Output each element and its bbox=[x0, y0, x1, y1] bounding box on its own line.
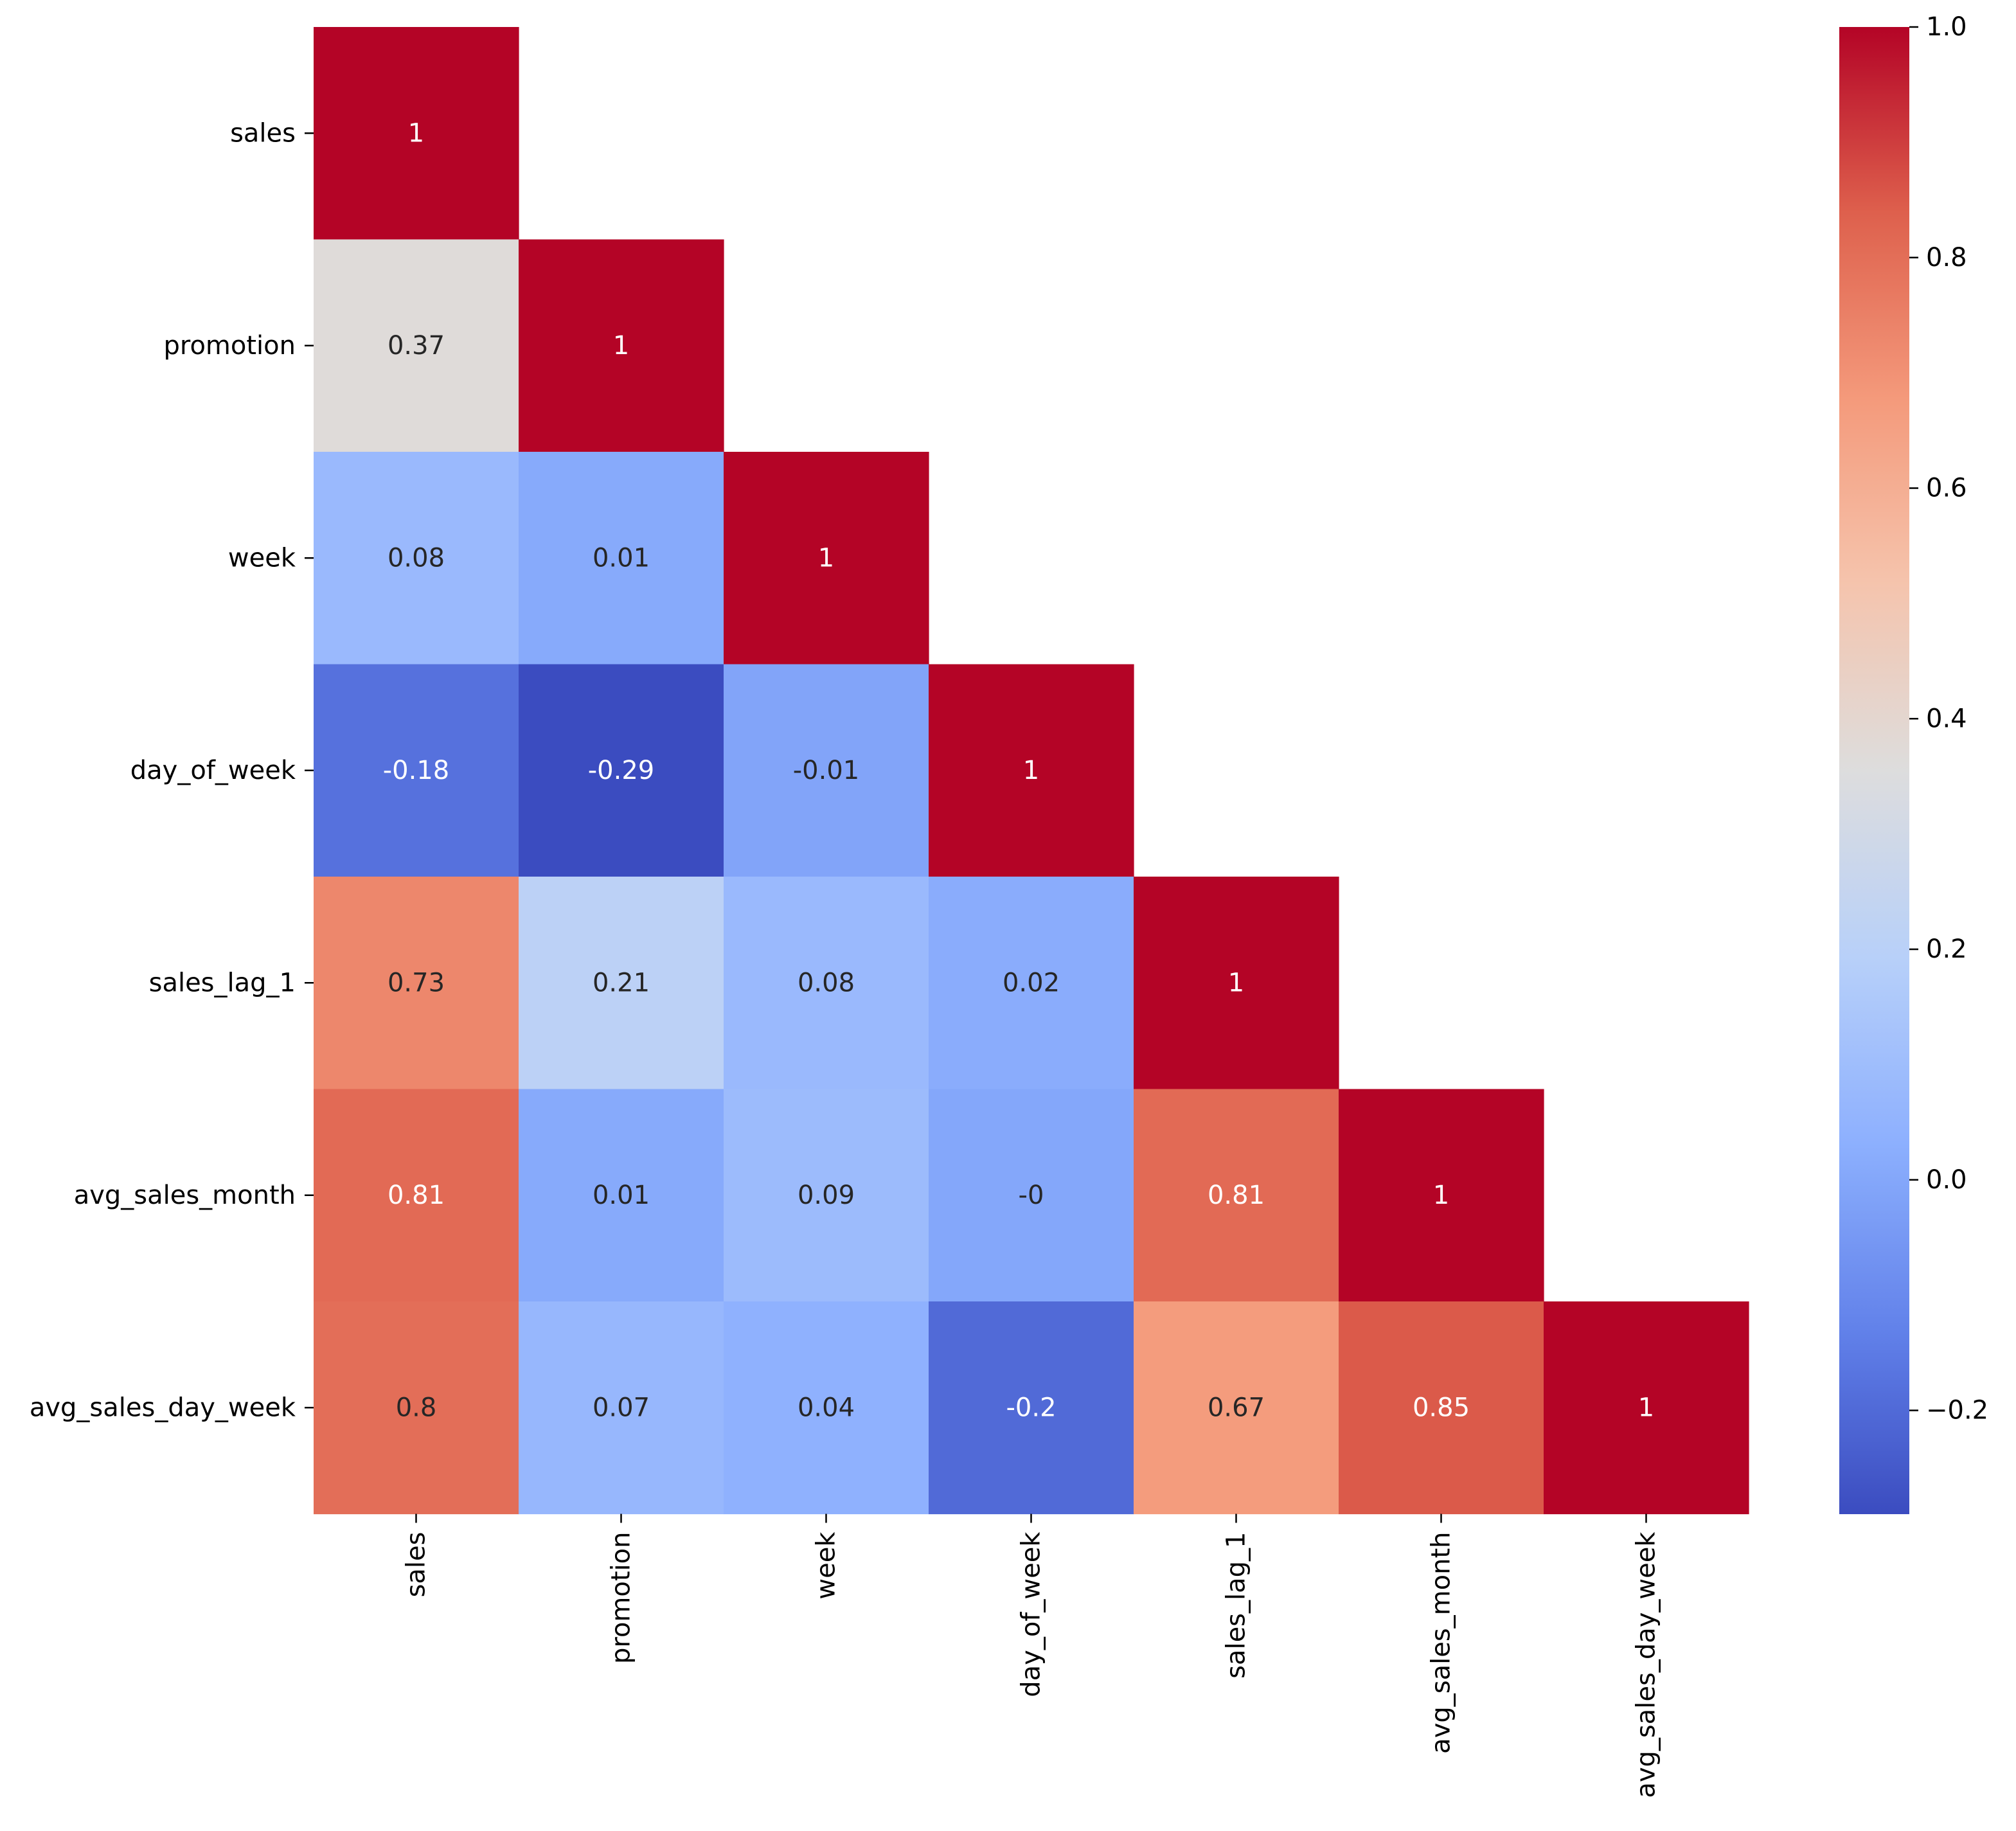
heatmap-cell-avg_sales_day_week-avg_sales_day_week bbox=[1544, 1301, 1749, 1515]
heatmap-cell-avg_sales_month-day_of_week bbox=[929, 1089, 1134, 1302]
colorbar-tick-label: 0.8 bbox=[1926, 243, 1967, 272]
y-tick-label: week bbox=[228, 543, 296, 573]
heatmap-cell-week-sales bbox=[314, 452, 519, 665]
y-tick-label: avg_sales_month bbox=[74, 1181, 296, 1210]
heatmap-cell-avg_sales_day_week-promotion bbox=[519, 1301, 724, 1515]
heatmap-cell-avg_sales_day_week-day_of_week bbox=[929, 1301, 1134, 1515]
y-tick-label: sales bbox=[230, 118, 296, 148]
heatmap-cell-day_of_week-week bbox=[724, 664, 929, 877]
heatmap-cell-day_of_week-sales bbox=[314, 664, 519, 877]
cell-value-label: 1 bbox=[1638, 1393, 1654, 1422]
x-tick-label: sales_lag_1 bbox=[1222, 1532, 1251, 1679]
x-tick-label: week bbox=[812, 1532, 841, 1600]
heatmap-cell-avg_sales_day_week-sales bbox=[314, 1301, 519, 1515]
x-tick-label: promotion bbox=[607, 1532, 636, 1665]
cell-value-label: 1 bbox=[818, 543, 834, 573]
cell-value-label: 0.01 bbox=[593, 1181, 650, 1210]
heatmap-cells bbox=[314, 27, 1749, 1515]
cell-value-label: 0.8 bbox=[396, 1393, 437, 1422]
heatmap-cell-labels: 1 0.37 1 0.08 0.01 1 -0.18 -0.29 -0.01 1 0.73 0.21 0… bbox=[383, 118, 1654, 1422]
x-tick-label: avg_sales_day_week bbox=[1632, 1532, 1661, 1798]
cell-value-label: 1 bbox=[1023, 756, 1039, 785]
y-tick-label: sales_lag_1 bbox=[149, 968, 296, 997]
heatmap-cell-sales_lag_1-sales_lag_1 bbox=[1134, 877, 1339, 1090]
colorbar-tick-label: 1.0 bbox=[1926, 12, 1967, 42]
x-tick-label: sales bbox=[402, 1532, 431, 1598]
cell-value-label: -0.18 bbox=[383, 756, 450, 785]
heatmap-cell-day_of_week-day_of_week bbox=[929, 664, 1134, 877]
x-axis: sales promotion week day_of_week sales_lag_1… bbox=[402, 1514, 1661, 1798]
cell-value-label: 0.21 bbox=[593, 968, 650, 997]
heatmap-cell-week-week bbox=[724, 452, 929, 665]
heatmap-cell-avg_sales_month-sales bbox=[314, 1089, 519, 1302]
heatmap-cell-week-promotion bbox=[519, 452, 724, 665]
heatmap-cell-avg_sales_day_week-sales_lag_1 bbox=[1134, 1301, 1339, 1515]
cell-value-label: -0.01 bbox=[793, 756, 860, 785]
heatmap-cell-avg_sales_day_week-week bbox=[724, 1301, 929, 1515]
y-axis: sales promotion week day_of_week sales_lag_1… bbox=[30, 118, 314, 1422]
colorbar-tick-label: 0.0 bbox=[1926, 1165, 1967, 1195]
heatmap-cell-avg_sales_month-avg_sales_month bbox=[1339, 1089, 1544, 1302]
colorbar-tick-label: 0.2 bbox=[1926, 934, 1967, 964]
heatmap-cell-sales_lag_1-week bbox=[724, 877, 929, 1090]
heatmap-cell-avg_sales_month-promotion bbox=[519, 1089, 724, 1302]
y-tick-label: day_of_week bbox=[130, 756, 296, 785]
colorbar-tick-label: −0.2 bbox=[1926, 1396, 1988, 1425]
cell-value-label: 0.37 bbox=[388, 331, 445, 361]
y-tick-label: promotion bbox=[164, 331, 296, 361]
cell-value-label: 0.73 bbox=[388, 968, 445, 997]
cell-value-label: 0.04 bbox=[798, 1393, 855, 1422]
cell-value-label: -0.29 bbox=[588, 756, 655, 785]
cell-value-label: 0.81 bbox=[1208, 1181, 1265, 1210]
colorbar: −0.2 0.0 0.2 0.4 0.6 0.8 1.0 bbox=[1839, 12, 1988, 1514]
cell-value-label: 0.81 bbox=[388, 1181, 445, 1210]
colorbar-tick-label: 0.4 bbox=[1926, 704, 1967, 733]
cell-value-label: 1 bbox=[408, 118, 424, 148]
cell-value-label: 0.67 bbox=[1208, 1393, 1265, 1422]
heatmap-cell-sales_lag_1-promotion bbox=[519, 877, 724, 1090]
x-tick-label: day_of_week bbox=[1017, 1532, 1046, 1697]
heatmap-cell-avg_sales_month-week bbox=[724, 1089, 929, 1302]
cell-value-label: 1 bbox=[1433, 1181, 1449, 1210]
heatmap-cell-avg_sales_day_week-avg_sales_month bbox=[1339, 1301, 1544, 1515]
heatmap-cell-promotion-sales bbox=[314, 239, 519, 452]
heatmap-cell-promotion-promotion bbox=[519, 239, 724, 452]
heatmap-cell-sales_lag_1-sales bbox=[314, 877, 519, 1090]
heatmap-cell-day_of_week-promotion bbox=[519, 664, 724, 877]
cell-value-label: -0 bbox=[1019, 1181, 1044, 1210]
cell-value-label: 0.02 bbox=[1003, 968, 1060, 997]
heatmap-cell-sales_lag_1-day_of_week bbox=[929, 877, 1134, 1090]
cell-value-label: 0.85 bbox=[1413, 1393, 1470, 1422]
colorbar-tick-label: 0.6 bbox=[1926, 474, 1967, 503]
cell-value-label: 0.08 bbox=[388, 543, 445, 573]
cell-value-label: 1 bbox=[1228, 968, 1244, 997]
cell-value-label: 0.09 bbox=[798, 1181, 855, 1210]
colorbar-gradient bbox=[1839, 27, 1909, 1514]
heatmap-cell-sales-sales bbox=[314, 27, 519, 240]
y-tick-label: avg_sales_day_week bbox=[30, 1393, 296, 1422]
cell-value-label: 0.08 bbox=[798, 968, 855, 997]
heatmap-cell-avg_sales_month-sales_lag_1 bbox=[1134, 1089, 1339, 1302]
cell-value-label: 0.07 bbox=[593, 1393, 650, 1422]
cell-value-label: -0.2 bbox=[1006, 1393, 1056, 1422]
x-tick-label: avg_sales_month bbox=[1427, 1532, 1456, 1754]
cell-value-label: 1 bbox=[613, 331, 629, 361]
cell-value-label: 0.01 bbox=[593, 543, 650, 573]
